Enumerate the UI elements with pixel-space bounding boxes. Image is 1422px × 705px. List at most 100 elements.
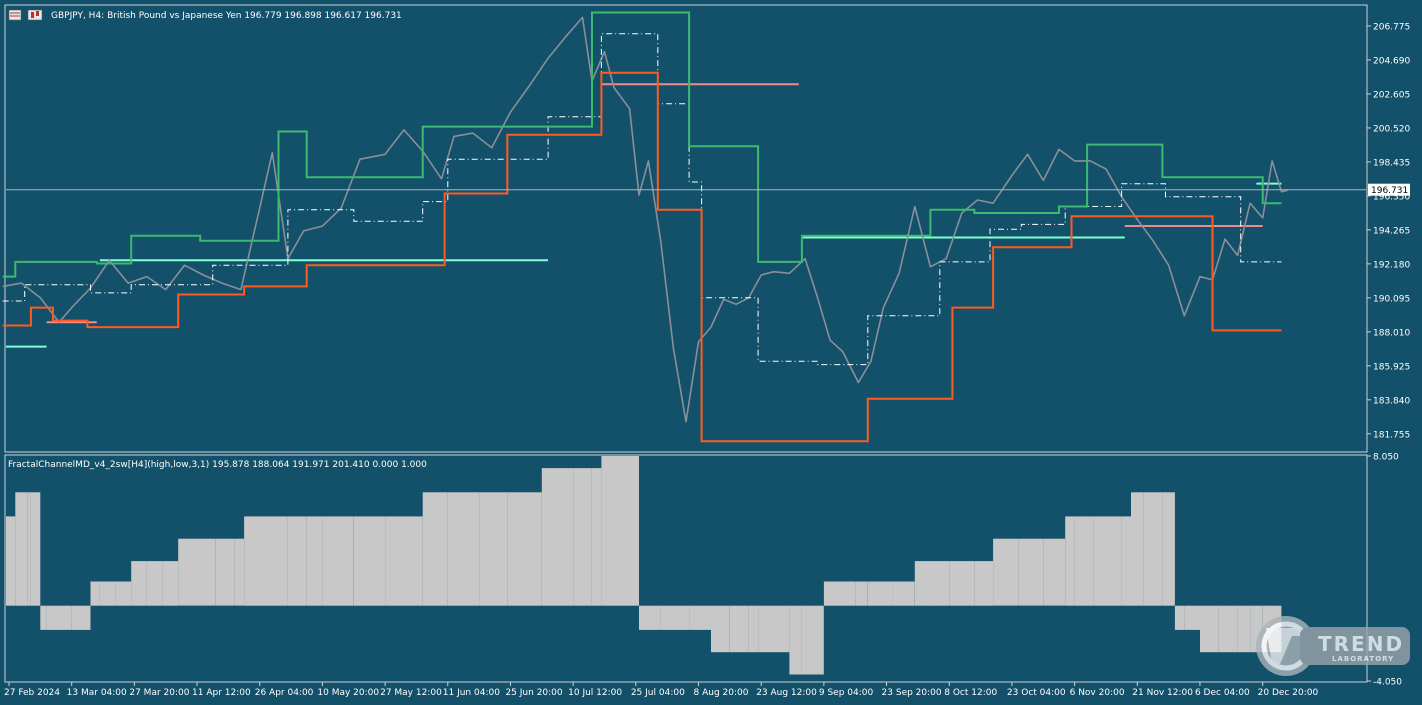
histogram-bar [867, 581, 893, 606]
histogram-bar [71, 605, 91, 630]
histogram-bar [601, 456, 639, 606]
time-axis-tick-label: 11 Jun 04:00 [443, 688, 500, 698]
time-axis-tick-label: 13 Mar 04:00 [67, 688, 127, 698]
logo-plate [1300, 627, 1410, 665]
price-axis-tick-label: 194.265 [1373, 226, 1410, 236]
histogram-bar [758, 605, 790, 653]
time-axis-tick-label: 6 Nov 20:00 [1070, 688, 1125, 698]
histogram-bar [422, 492, 448, 606]
upper-channel-line [2, 11, 1282, 278]
logo-v-icon [1266, 628, 1300, 664]
histogram-bar [9, 516, 16, 606]
lower-channel-line [2, 71, 1282, 443]
histogram-bar [21, 492, 28, 606]
histogram-bar [385, 516, 423, 606]
time-axis-tick-label: 11 Apr 12:00 [192, 688, 251, 698]
indicator-title: FractalChannelMD_v4_2sw[H4](high,low,3,1… [8, 460, 427, 470]
time-axis-tick-label: 23 Aug 12:00 [756, 688, 817, 698]
time-axis-tick-label: 27 Mar 20:00 [129, 688, 189, 698]
price-axis-tick-label: 188.010 [1373, 328, 1410, 338]
indicator-axis-tick-label: 8.050 [1373, 453, 1399, 463]
price-axis-tick-label: 185.925 [1373, 362, 1410, 372]
price-axis-tick-label: 192.180 [1373, 260, 1410, 270]
indicator-panel-border [4, 454, 1368, 683]
histogram-bar [197, 538, 216, 606]
time-axis-tick-label: 10 May 20:00 [317, 688, 379, 698]
histogram-bar [234, 538, 245, 606]
histogram-bar [131, 561, 147, 606]
histogram-bar [789, 605, 802, 675]
time-axis-tick-label: 9 Sep 04:00 [819, 688, 874, 698]
histogram-bar [178, 538, 197, 606]
menu-icon[interactable] [8, 9, 22, 21]
price-axis-tick-label: 206.775 [1373, 22, 1410, 32]
histogram-bar [993, 538, 1019, 606]
time-axis-tick-label: 27 May 12:00 [380, 688, 442, 698]
price-axis-tick-label: 190.095 [1373, 294, 1410, 304]
time-axis-tick-label: 23 Oct 04:00 [1007, 688, 1066, 698]
histogram-bar [1121, 516, 1131, 606]
histogram-bar [689, 605, 711, 630]
price-panel-border [4, 4, 1368, 453]
logo-sub: LABORATORY [1332, 655, 1394, 663]
time-axis-tick-label: 25 Jul 04:00 [631, 688, 685, 698]
time-axis-tick-label: 8 Oct 12:00 [944, 688, 997, 698]
histogram-bar [6, 516, 9, 606]
histogram-bar [353, 516, 386, 606]
histogram-bar [162, 561, 179, 606]
histogram-bar [541, 468, 574, 606]
histogram-bar [573, 468, 592, 606]
histogram-bar [1074, 516, 1094, 606]
histogram-bar [748, 605, 759, 653]
indicator-axis-tick-label: -4.050 [1373, 678, 1402, 688]
histogram-bar [1131, 492, 1144, 606]
histogram-bar [115, 581, 132, 606]
histogram-bar [729, 605, 749, 653]
price-axis-tick-label: 198.435 [1373, 158, 1410, 168]
time-axis-tick-label: 21 Nov 12:00 [1132, 688, 1193, 698]
histogram-bar [914, 561, 931, 606]
current-price-label: 196.731 [1371, 186, 1408, 196]
histogram-bar [1065, 516, 1075, 606]
histogram-bar [639, 605, 661, 630]
price-series-line [2, 16, 1288, 423]
histogram-bar [1184, 605, 1200, 630]
time-axis-tick-label: 26 Apr 04:00 [255, 688, 314, 698]
histogram-bar [592, 468, 602, 606]
histogram-bar [930, 561, 950, 606]
price-axis-tick-label: 200.520 [1373, 124, 1410, 134]
histogram-bar [1143, 492, 1163, 606]
histogram-bar [660, 605, 690, 630]
histogram-bar [1018, 538, 1044, 606]
histogram-bar [1043, 538, 1066, 606]
time-axis-tick-label: 25 Jun 20:00 [505, 688, 562, 698]
histogram-bar [99, 581, 116, 606]
histogram-bar [90, 581, 100, 606]
time-axis-tick-label: 8 Aug 20:00 [694, 688, 749, 698]
histogram-bar [949, 561, 975, 606]
histogram-bar [892, 581, 915, 606]
current-price-tag [1368, 183, 1410, 196]
symbol-title: GBPJPY, H4: British Pound vs Japanese Ye… [51, 11, 402, 21]
candlestick-icon[interactable] [27, 9, 43, 21]
histogram-bar [27, 492, 31, 606]
histogram-bar [266, 516, 288, 606]
histogram-bar [46, 605, 72, 630]
price-axis-tick-label: 202.605 [1373, 90, 1410, 100]
time-axis-tick-label: 20 Dec 20:00 [1258, 688, 1319, 698]
histogram-bar [823, 581, 856, 606]
histogram-bar [974, 561, 994, 606]
price-axis-tick-label: 183.840 [1373, 396, 1410, 406]
symbol-header: GBPJPY, H4: British Pound vs Japanese Ye… [8, 9, 402, 21]
histogram-bar [306, 516, 323, 606]
histogram-bar [711, 605, 730, 653]
price-axis-tick-label: 204.690 [1373, 56, 1410, 66]
histogram-bar [244, 516, 266, 606]
histogram-bar [15, 492, 22, 606]
histogram-bar [322, 516, 354, 606]
histogram-bar [40, 605, 47, 630]
histogram-bar [146, 561, 163, 606]
trend-laboratory-logo: TREND LABORATORY [1256, 616, 1410, 676]
time-axis-tick-label: 6 Dec 04:00 [1195, 688, 1250, 698]
